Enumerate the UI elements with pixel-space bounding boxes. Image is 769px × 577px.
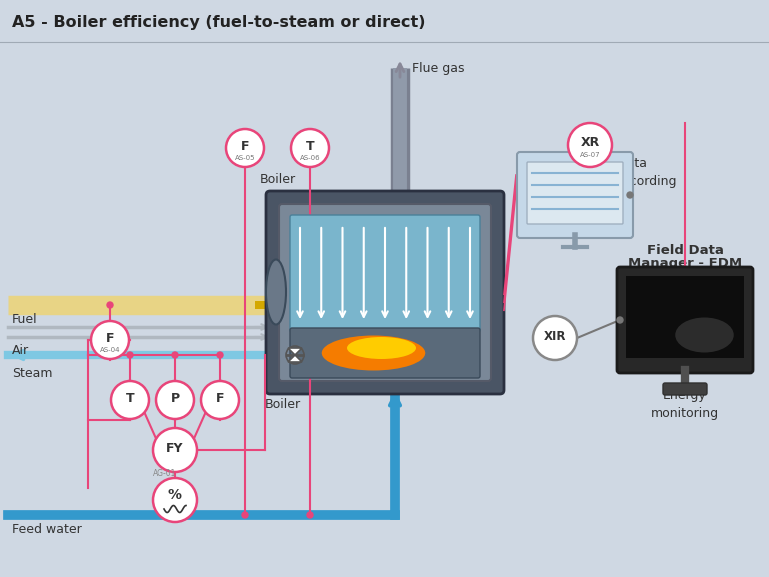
Ellipse shape xyxy=(347,337,416,359)
Text: Manager - FDM: Manager - FDM xyxy=(628,257,742,271)
Text: Feed water: Feed water xyxy=(12,523,82,536)
Text: T: T xyxy=(306,140,315,152)
Text: Boiler: Boiler xyxy=(260,173,296,186)
FancyBboxPatch shape xyxy=(266,191,504,394)
FancyBboxPatch shape xyxy=(663,383,707,395)
Circle shape xyxy=(226,129,264,167)
FancyBboxPatch shape xyxy=(279,204,491,381)
Text: Energy
monitoring: Energy monitoring xyxy=(651,389,719,421)
Circle shape xyxy=(91,321,129,359)
Circle shape xyxy=(242,512,248,518)
Circle shape xyxy=(127,352,133,358)
Circle shape xyxy=(156,381,194,419)
Circle shape xyxy=(307,512,313,518)
Circle shape xyxy=(153,478,197,522)
Circle shape xyxy=(107,302,113,308)
Text: P: P xyxy=(171,392,180,404)
Text: FY: FY xyxy=(166,441,184,455)
Text: F: F xyxy=(106,332,115,344)
Text: XR: XR xyxy=(581,137,600,149)
Text: %: % xyxy=(168,488,182,502)
Text: XIR: XIR xyxy=(544,331,566,343)
FancyBboxPatch shape xyxy=(527,162,623,224)
Polygon shape xyxy=(288,355,302,362)
Ellipse shape xyxy=(266,260,286,324)
Circle shape xyxy=(153,428,197,472)
Text: AS-07: AS-07 xyxy=(580,152,601,158)
Ellipse shape xyxy=(675,317,734,353)
Text: Field Data: Field Data xyxy=(647,243,724,257)
Circle shape xyxy=(533,316,577,360)
Text: F: F xyxy=(241,140,249,152)
Text: Steam: Steam xyxy=(12,367,52,380)
FancyBboxPatch shape xyxy=(617,267,753,373)
Text: F: F xyxy=(216,392,225,404)
Text: A5 - Boiler efficiency (fuel-to-steam or direct): A5 - Boiler efficiency (fuel-to-steam or… xyxy=(12,14,425,29)
Text: Flue gas: Flue gas xyxy=(412,62,464,75)
Ellipse shape xyxy=(321,335,425,370)
Circle shape xyxy=(568,123,612,167)
Text: AS-04: AS-04 xyxy=(100,347,120,353)
Circle shape xyxy=(627,192,633,198)
Polygon shape xyxy=(288,348,302,355)
Circle shape xyxy=(217,352,223,358)
FancyBboxPatch shape xyxy=(626,276,744,358)
Text: AS-05: AS-05 xyxy=(235,155,255,161)
Circle shape xyxy=(172,352,178,358)
Circle shape xyxy=(111,381,149,419)
FancyBboxPatch shape xyxy=(290,215,480,332)
Text: Air: Air xyxy=(12,344,29,357)
FancyBboxPatch shape xyxy=(517,152,633,238)
FancyBboxPatch shape xyxy=(290,328,480,378)
Text: AG-01: AG-01 xyxy=(153,469,176,478)
FancyArrow shape xyxy=(255,298,285,312)
Text: AS-06: AS-06 xyxy=(300,155,321,161)
Text: Boiler: Boiler xyxy=(265,398,301,411)
Text: T: T xyxy=(125,392,135,404)
Circle shape xyxy=(201,381,239,419)
Text: Fuel: Fuel xyxy=(12,313,38,326)
Text: Data
recording: Data recording xyxy=(618,157,677,188)
Circle shape xyxy=(617,317,623,323)
Circle shape xyxy=(291,129,329,167)
